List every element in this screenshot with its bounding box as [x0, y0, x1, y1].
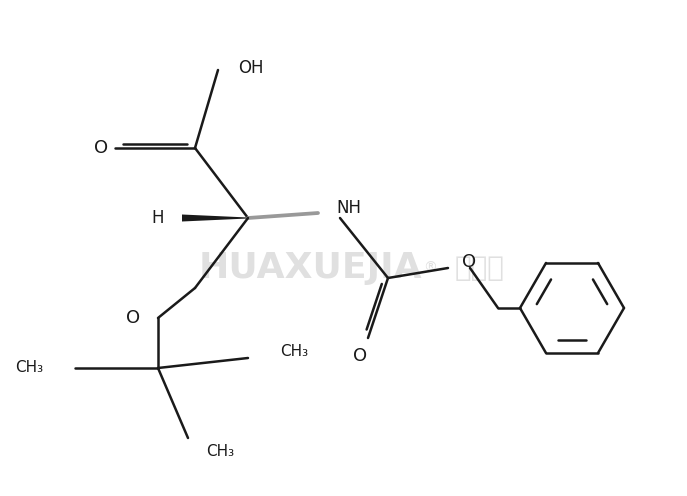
- Text: ®: ®: [423, 261, 437, 275]
- Text: H: H: [152, 209, 164, 227]
- Text: O: O: [94, 139, 108, 157]
- Text: CH₃: CH₃: [280, 345, 308, 360]
- Polygon shape: [182, 214, 248, 222]
- Text: HUAXUEJIA: HUAXUEJIA: [198, 251, 422, 285]
- Text: CH₃: CH₃: [206, 444, 234, 459]
- Text: O: O: [126, 309, 140, 327]
- Text: NH: NH: [336, 199, 361, 217]
- Text: O: O: [353, 347, 367, 365]
- Text: CH₃: CH₃: [15, 361, 43, 375]
- Text: OH: OH: [238, 59, 264, 77]
- Text: O: O: [462, 253, 476, 271]
- Text: 化学加: 化学加: [455, 254, 505, 282]
